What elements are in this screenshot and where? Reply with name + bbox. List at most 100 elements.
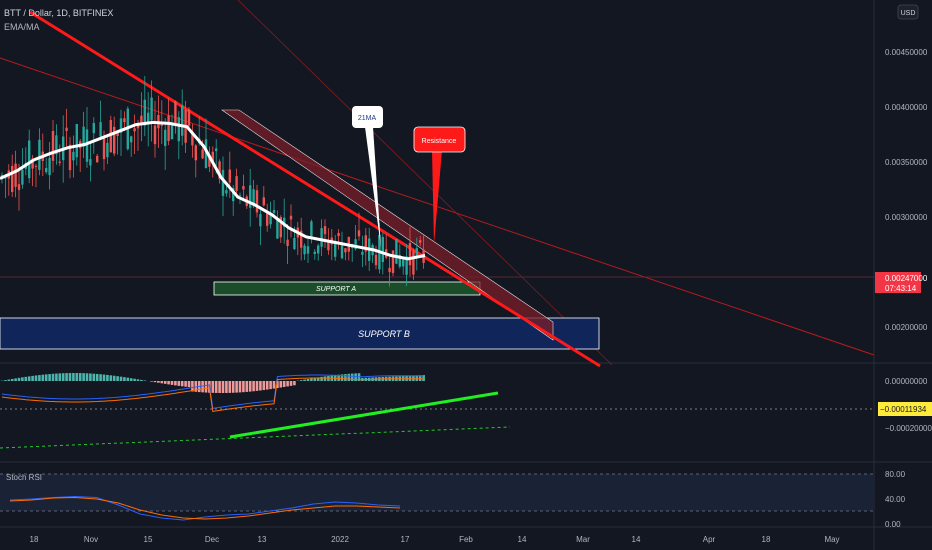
macd-green-trend[interactable] — [229, 391, 499, 439]
candle-body — [412, 250, 415, 275]
ema-callout[interactable]: 21MA — [352, 106, 383, 248]
candle-body — [395, 239, 398, 264]
candle-body — [388, 267, 391, 273]
macd-histogram-bar — [174, 381, 177, 386]
candle-body — [272, 209, 276, 213]
macd-histogram-bar — [255, 381, 259, 391]
macd-histogram-bar — [252, 381, 255, 392]
candle-body — [334, 242, 337, 257]
indicator-label[interactable]: EMA/MA — [4, 22, 40, 32]
macd-histogram-bar — [106, 374, 109, 381]
macd-histogram-bar — [21, 377, 24, 381]
descending-channel[interactable] — [221, 109, 554, 341]
symbol-title[interactable]: BTT / Dollar, 1D, BITFINEX — [4, 8, 113, 18]
candle-body — [208, 154, 211, 167]
candle-body — [123, 118, 126, 123]
candle-body — [99, 122, 102, 137]
candle-body — [357, 230, 361, 237]
candle-body — [68, 144, 72, 171]
macd-histogram-bar — [225, 381, 228, 393]
time-axis-label: 14 — [518, 535, 527, 544]
macd-current-value: −0.00011934 — [880, 405, 927, 414]
macd-histogram-bar — [310, 378, 313, 381]
macd-histogram-bar — [167, 381, 170, 385]
macd-histogram-bar — [72, 373, 75, 381]
time-axis-label: Feb — [459, 535, 473, 544]
signal-line[interactable] — [1, 377, 424, 412]
macd-histogram-bar — [48, 374, 51, 381]
macd-histogram-bar — [112, 375, 116, 381]
candle-body — [116, 132, 119, 136]
bar-countdown: 07:43:14 — [885, 284, 917, 293]
currency-button-label: USD — [901, 10, 916, 17]
time-axis-label: Apr — [703, 535, 716, 544]
time-axis[interactable]: 18 Nov 15 Dec 13 2022 17 Feb 14 Mar 14 Apr 18 May — [30, 535, 840, 544]
candle-body — [89, 159, 92, 166]
candle-body — [266, 213, 269, 226]
time-axis-label: 15 — [144, 535, 153, 544]
macd-histogram-bar — [68, 373, 72, 381]
candle-body — [102, 137, 106, 160]
macd-histogram-bar — [245, 381, 249, 392]
candle-body — [218, 161, 221, 179]
candle-body — [215, 148, 218, 152]
candle-body — [38, 139, 41, 170]
time-axis-label: May — [824, 535, 839, 544]
macd-histogram-bar — [282, 381, 286, 387]
price-tick: 0.00450000 — [885, 48, 928, 57]
stoch-k-line[interactable] — [9, 495, 401, 521]
resistance-callout-label: Resistance — [422, 138, 457, 145]
candle-body — [177, 117, 180, 142]
candle-body — [327, 242, 330, 251]
macd-histogram-bar — [51, 373, 55, 381]
ema-21-line[interactable] — [0, 120, 426, 261]
macd-histogram-bar — [7, 379, 11, 381]
candle-body — [381, 237, 384, 263]
candle-body — [283, 217, 286, 227]
candle-body — [249, 185, 252, 208]
macd-histogram-bar — [238, 381, 242, 393]
macd-histogram-bar — [150, 381, 153, 382]
time-axis-label: 17 — [401, 535, 410, 544]
candle-body — [17, 184, 21, 190]
macd-histogram-bar — [293, 381, 296, 386]
macd-histogram-bar — [136, 379, 140, 381]
candle-body — [51, 131, 55, 161]
price-tick: 0.00400000 — [885, 103, 928, 112]
time-axis-label: Dec — [205, 535, 219, 544]
macd-histogram-bar — [85, 373, 89, 381]
macd-histogram-bar — [337, 374, 340, 381]
candle-body — [45, 168, 48, 173]
candle-body — [85, 129, 89, 162]
ema-callout-label: 21MA — [358, 115, 377, 122]
macd-histogram-bar — [211, 381, 215, 393]
macd-histogram-bar — [184, 381, 187, 387]
macd-histogram-bar — [303, 379, 306, 381]
stoch-label[interactable]: Stoch RSI — [6, 473, 42, 482]
support-b-box[interactable] — [0, 317, 600, 350]
macd-value-badge — [878, 402, 932, 416]
candle-body — [303, 245, 306, 255]
candle-body — [72, 151, 75, 161]
macd-histogram-bar — [276, 381, 279, 389]
macd-histogram-bar — [78, 373, 82, 381]
macd-histogram-bar — [221, 381, 225, 393]
macd-histogram-bar — [279, 381, 283, 388]
stoch-d-line[interactable] — [9, 496, 401, 520]
candle-body — [174, 101, 177, 124]
steep-thin-line[interactable] — [237, 0, 613, 366]
macd-histogram-bar — [262, 381, 266, 391]
currency-button[interactable] — [897, 4, 919, 20]
candle-body — [337, 232, 340, 237]
macd-histogram-bar — [102, 374, 106, 381]
macd-histogram-bar — [231, 381, 235, 393]
price-tick: 0.00200000 — [885, 323, 928, 332]
stoch-tick: 40.00 — [885, 495, 906, 504]
macd-histogram-bar — [191, 381, 194, 392]
macd-green-dashed[interactable] — [0, 426, 511, 449]
main-resistance-line[interactable] — [29, 10, 601, 368]
resistance-callout[interactable]: Resistance — [413, 126, 466, 245]
macd-histogram-bar — [75, 373, 79, 381]
candle-body — [408, 242, 412, 266]
